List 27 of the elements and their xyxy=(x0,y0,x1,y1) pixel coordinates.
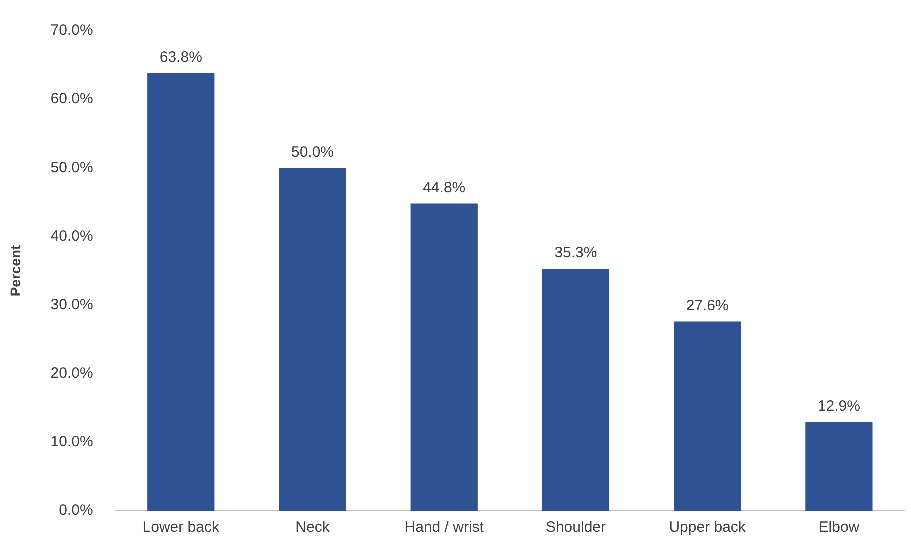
y-tick-label: 50.0% xyxy=(50,159,94,176)
bar xyxy=(279,168,346,511)
data-label: 35.3% xyxy=(554,244,598,262)
y-tick-label: 70.0% xyxy=(50,22,94,40)
x-tick-label: Hand / wrist xyxy=(404,519,485,536)
y-tick-label: 10.0% xyxy=(50,434,94,451)
y-tick-label: 20.0% xyxy=(50,365,94,382)
y-tick-label: 0.0% xyxy=(59,502,94,520)
data-label: 63.8% xyxy=(160,49,202,66)
x-tick-label: Shoulder xyxy=(546,519,606,536)
y-tick-label: 60.0% xyxy=(50,90,94,108)
y-tick-label: 30.0% xyxy=(50,296,94,314)
bar xyxy=(410,204,478,511)
bar xyxy=(806,422,873,511)
bar xyxy=(674,322,742,511)
y-axis-title: Percent xyxy=(7,244,24,297)
y-tick-label: 40.0% xyxy=(50,228,94,245)
data-label: 44.8% xyxy=(423,179,466,196)
bar xyxy=(542,268,610,511)
x-tick-label: Upper back xyxy=(669,519,746,536)
data-label: 27.6% xyxy=(686,297,729,314)
data-label: 50.0% xyxy=(291,144,334,161)
bar xyxy=(148,74,215,511)
data-label: 12.9% xyxy=(818,398,860,416)
x-tick-label: Lower back xyxy=(142,519,220,536)
x-tick-label: Neck xyxy=(296,519,330,536)
x-tick-label: Elbow xyxy=(818,519,860,536)
